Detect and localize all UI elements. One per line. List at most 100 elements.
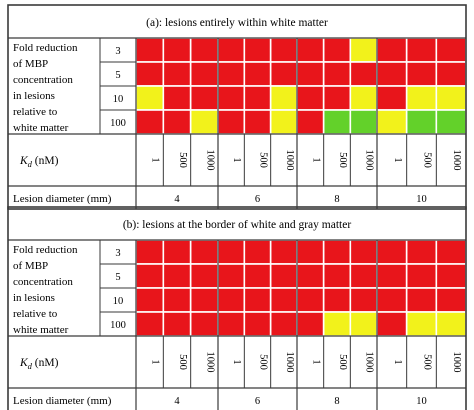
heatmap-cell — [435, 109, 467, 135]
heatmap-cell — [217, 37, 246, 63]
heatmap-cell — [376, 287, 408, 313]
heatmap-cell — [405, 311, 438, 337]
heatmap-cell — [269, 263, 298, 289]
heatmap-cell — [269, 61, 298, 87]
heatmap-cell — [435, 311, 467, 337]
heatmap-cell — [217, 109, 246, 135]
heatmap-cell — [405, 287, 438, 313]
heatmap-cell — [349, 109, 378, 135]
heatmap-cell — [135, 85, 165, 111]
heatmap-cell — [296, 109, 325, 135]
heatmap-cell — [405, 85, 438, 111]
heatmap-cell — [435, 61, 467, 87]
kd-value: 1000 — [451, 150, 462, 171]
heatmap-cell — [269, 85, 298, 111]
kd-value: 500 — [177, 354, 188, 370]
row-label-line: concentration — [13, 276, 73, 288]
kd-value: 1000 — [284, 150, 295, 171]
heatmap-cell — [322, 85, 352, 111]
heatmap-cell — [189, 85, 219, 111]
heatmap-cell — [349, 263, 378, 289]
fold-reduction-value: 10 — [113, 296, 124, 307]
heatmap-cell — [405, 109, 438, 135]
heatmap-cell — [349, 61, 378, 87]
row-label-line: of MBP — [13, 58, 48, 70]
kd-value: 1 — [392, 359, 403, 364]
heatmap-cell — [296, 239, 325, 265]
heatmap-cell — [162, 311, 192, 337]
lesion-diameter-value: 4 — [174, 194, 180, 205]
heatmap-cell — [405, 263, 438, 289]
heatmap-cell — [296, 85, 325, 111]
heatmap-cell — [296, 311, 325, 337]
kd-subscript: d — [28, 159, 33, 169]
panel-frame — [7, 206, 467, 410]
heatmap-cell — [435, 37, 467, 63]
heatmap-cell — [405, 37, 438, 63]
row-label-line: white matter — [13, 122, 69, 134]
heatmap-cell — [135, 37, 165, 63]
heatmap-cell — [243, 311, 272, 337]
heatmap-cell — [269, 239, 298, 265]
heatmap-cell — [322, 287, 352, 313]
kd-value: 1 — [150, 359, 161, 364]
kd-value: 500 — [422, 354, 433, 370]
kd-value: 500 — [337, 152, 348, 168]
heatmap-cell — [322, 61, 352, 87]
heatmap-cell — [376, 61, 408, 87]
kd-value: 1 — [231, 157, 242, 162]
heatmap-cell — [322, 37, 352, 63]
heatmap-cell — [243, 239, 272, 265]
row-label-line: in lesions — [13, 90, 55, 102]
kd-value: 1000 — [451, 352, 462, 373]
heatmap-cell — [217, 311, 246, 337]
heatmap-cell — [135, 311, 165, 337]
heatmap-cell — [189, 61, 219, 87]
heatmap-cell — [135, 263, 165, 289]
kd-value: 1 — [231, 359, 242, 364]
panel-title: (b): lesions at the border of white and … — [123, 219, 351, 231]
heatmap-cell — [322, 311, 352, 337]
kd-value: 500 — [258, 152, 269, 168]
fold-reduction-value: 100 — [110, 118, 126, 129]
row-label-line: Fold reduction — [13, 42, 78, 54]
kd-value: 1 — [310, 359, 321, 364]
fold-reduction-value: 3 — [115, 46, 120, 57]
kd-value: 500 — [177, 152, 188, 168]
panel-title: (a): lesions entirely within white matte… — [146, 17, 328, 29]
fold-reduction-value: 10 — [113, 94, 124, 105]
heatmap-cell — [217, 85, 246, 111]
heatmap-cell — [435, 263, 467, 289]
heatmap-cell — [135, 287, 165, 313]
heatmap-cell — [296, 61, 325, 87]
kd-value: 500 — [337, 354, 348, 370]
heatmap-cell — [162, 239, 192, 265]
heatmap-cell — [217, 287, 246, 313]
heatmap-cell — [349, 37, 378, 63]
heatmap-cell — [162, 263, 192, 289]
heatmap-cell — [217, 263, 246, 289]
heatmap-cell — [243, 109, 272, 135]
heatmap-cell — [189, 37, 219, 63]
kd-value: 500 — [422, 152, 433, 168]
heatmap-cell — [243, 61, 272, 87]
panel-frame — [7, 4, 467, 210]
row-label-line: in lesions — [13, 292, 55, 304]
heatmap-cell — [296, 37, 325, 63]
heatmap-cell — [349, 85, 378, 111]
kd-label: Kd (nM) — [19, 155, 59, 169]
heatmap-cell — [269, 311, 298, 337]
lesion-diameter-value: 10 — [416, 396, 427, 407]
heatmap-cell — [217, 239, 246, 265]
kd-value: 1000 — [204, 150, 215, 171]
fold-reduction-value: 100 — [110, 320, 126, 331]
row-label-line: relative to — [13, 106, 58, 118]
kd-label: Kd (nM) — [19, 357, 59, 371]
row-label-line: concentration — [13, 74, 73, 86]
kd-subscript: d — [28, 361, 33, 371]
heatmap-cell — [435, 287, 467, 313]
heatmap-cell — [269, 37, 298, 63]
heatmap-cell — [162, 109, 192, 135]
row-label-line: of MBP — [13, 260, 48, 272]
